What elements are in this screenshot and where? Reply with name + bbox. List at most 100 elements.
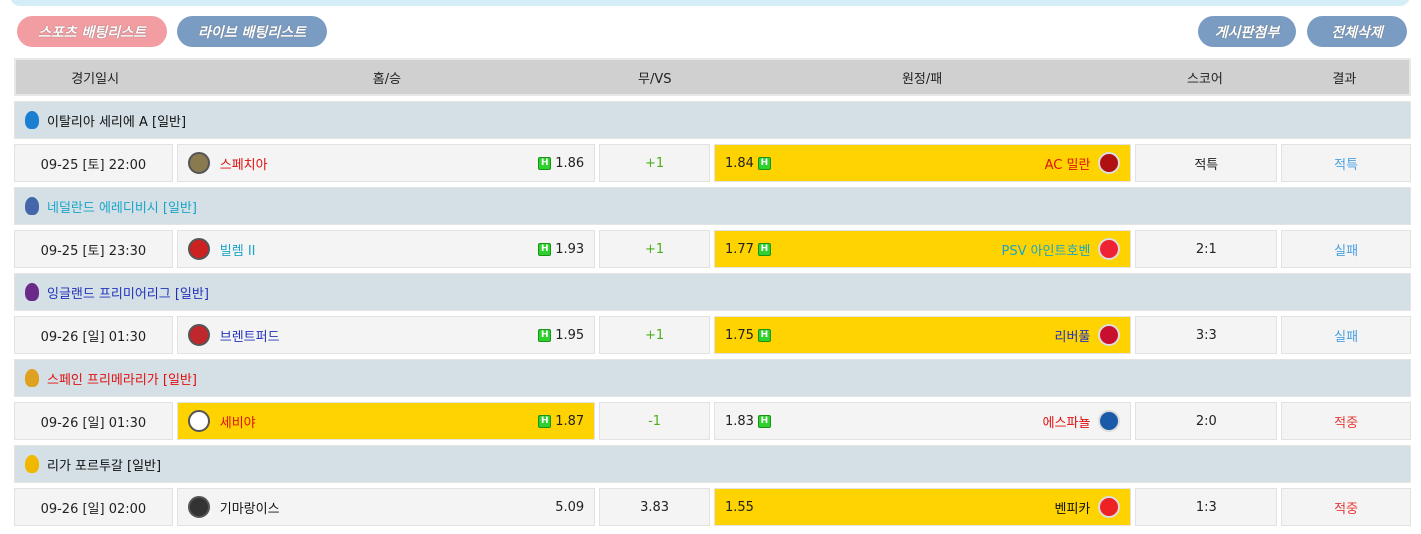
away-team-logo-icon xyxy=(1098,152,1121,174)
match-date: 09-26 [일] 02:00 xyxy=(14,488,173,526)
away-team-logo-icon xyxy=(1098,410,1121,432)
league-row: 리가 포르투갈 [일반] xyxy=(14,445,1411,483)
away-bet-cell[interactable]: 1.83 H 에스파뇰 xyxy=(714,402,1132,440)
home-team-name: 기마랑이스 xyxy=(219,501,280,517)
away-odds: 1.84 xyxy=(725,155,754,171)
home-team-logo-icon xyxy=(187,152,210,174)
draw-bet-cell[interactable]: +1 xyxy=(599,230,710,268)
away-bet-cell[interactable]: 1.55 벤피카 xyxy=(714,488,1132,526)
draw-value: 3.83 xyxy=(640,499,670,515)
match-row: 09-26 [일] 02:00 기마랑이스 5.09 3.83 1.55 벤피카… xyxy=(14,488,1411,526)
handicap-icon: H xyxy=(538,156,552,170)
home-team-logo-icon xyxy=(187,496,210,518)
home-bet-cell[interactable]: 빌렘 II H 1.93 xyxy=(176,230,596,268)
draw-bet-cell[interactable]: +1 xyxy=(599,316,710,354)
match-date: 09-25 [토] 22:00 xyxy=(14,144,173,182)
away-odds: 1.83 xyxy=(725,413,754,429)
away-team-logo-icon xyxy=(1098,238,1121,260)
league-logo-icon xyxy=(25,111,39,129)
header-away: 원정/패 xyxy=(901,71,943,87)
away-bet-cell[interactable]: 1.84 H AC 밀란 xyxy=(714,144,1132,182)
away-team-name: PSV 아인트호벤 xyxy=(1001,243,1091,259)
draw-bet-cell[interactable]: 3.83 xyxy=(599,488,710,526)
match-result: 실패 xyxy=(1281,230,1411,268)
match-result: 적특 xyxy=(1281,144,1411,182)
header-date: 경기일시 xyxy=(71,71,120,87)
match-result: 적중 xyxy=(1281,488,1411,526)
draw-bet-cell[interactable]: -1 xyxy=(599,402,710,440)
draw-value: +1 xyxy=(645,241,665,257)
table-header: 경기일시 홈/승 무/VS 원정/패 스코어 결과 xyxy=(14,58,1411,96)
handicap-icon: H xyxy=(538,328,552,342)
home-team-name: 빌렘 II xyxy=(219,243,256,259)
home-odds: 1.95 xyxy=(555,327,585,343)
home-odds: 1.86 xyxy=(555,155,585,171)
league-logo-icon xyxy=(25,369,39,387)
handicap-icon: H xyxy=(757,328,771,342)
draw-bet-cell[interactable]: +1 xyxy=(599,144,710,182)
home-odds: 1.87 xyxy=(555,413,585,429)
draw-value: +1 xyxy=(645,155,665,171)
home-bet-cell[interactable]: 스페치아 H 1.86 xyxy=(176,144,596,182)
home-team-name: 스페치아 xyxy=(219,157,268,173)
away-odds: 1.77 xyxy=(725,241,754,257)
sports-betting-list-button[interactable]: 스포츠 배팅리스트 xyxy=(17,16,167,47)
home-bet-cell[interactable]: 세비야 H 1.87 xyxy=(176,402,596,440)
home-odds: 5.09 xyxy=(555,499,585,515)
handicap-icon: H xyxy=(757,242,771,256)
away-bet-cell[interactable]: 1.75 H 리버풀 xyxy=(714,316,1132,354)
delete-all-button[interactable]: 전체삭제 xyxy=(1307,16,1407,47)
draw-value: -1 xyxy=(648,413,662,429)
draw-value: +1 xyxy=(645,327,665,343)
home-bet-cell[interactable]: 기마랑이스 5.09 xyxy=(176,488,596,526)
header-score: 스코어 xyxy=(1186,71,1223,87)
handicap-icon: H xyxy=(538,414,552,428)
header-draw: 무/VS xyxy=(638,71,672,87)
home-team-name: 세비야 xyxy=(219,415,256,431)
match-row: 09-26 [일] 01:30 세비야 H 1.87 -1 1.83 H 에스파뇰 … xyxy=(14,402,1411,440)
away-team-name: 리버풀 xyxy=(1054,329,1091,345)
home-team-logo-icon xyxy=(187,410,210,432)
handicap-icon: H xyxy=(757,156,771,170)
match-score: 1:3 xyxy=(1135,488,1278,526)
league-name: 잉글랜드 프리미어리그 [일반] xyxy=(47,286,209,302)
home-team-logo-icon xyxy=(187,324,210,346)
attach-board-button[interactable]: 게시판첨부 xyxy=(1198,16,1296,47)
league-logo-icon xyxy=(25,455,39,473)
home-team-name: 브렌트퍼드 xyxy=(219,329,280,345)
match-score: 적특 xyxy=(1135,144,1278,182)
match-score: 2:0 xyxy=(1135,402,1278,440)
league-row: 잉글랜드 프리미어리그 [일반] xyxy=(14,273,1411,311)
betting-table: 경기일시 홈/승 무/VS 원정/패 스코어 결과 이탈리아 세리에 A [일반… xyxy=(14,58,1411,531)
match-row: 09-26 [일] 01:30 브렌트퍼드 H 1.95 +1 1.75 H 리버풀… xyxy=(14,316,1411,354)
match-score: 3:3 xyxy=(1135,316,1278,354)
header-result: 결과 xyxy=(1332,71,1357,87)
match-date: 09-26 [일] 01:30 xyxy=(14,316,173,354)
league-name: 리가 포르투갈 [일반] xyxy=(47,458,162,474)
away-team-logo-icon xyxy=(1098,496,1121,518)
header-home: 홈/승 xyxy=(372,71,402,87)
handicap-icon: H xyxy=(538,242,552,256)
league-row: 네덜란드 에레디비시 [일반] xyxy=(14,187,1411,225)
match-row: 09-25 [토] 23:30 빌렘 II H 1.93 +1 1.77 H PSV… xyxy=(14,230,1411,268)
home-bet-cell[interactable]: 브렌트퍼드 H 1.95 xyxy=(176,316,596,354)
league-name: 이탈리아 세리에 A [일반] xyxy=(47,114,187,130)
away-odds: 1.55 xyxy=(725,499,754,515)
away-team-name: AC 밀란 xyxy=(1044,157,1091,173)
league-row: 이탈리아 세리에 A [일반] xyxy=(14,101,1411,139)
league-logo-icon xyxy=(25,283,39,301)
away-bet-cell[interactable]: 1.77 H PSV 아인트호벤 xyxy=(714,230,1132,268)
match-score: 2:1 xyxy=(1135,230,1278,268)
home-team-logo-icon xyxy=(187,238,210,260)
top-banner xyxy=(10,0,1410,6)
home-odds: 1.93 xyxy=(555,241,585,257)
league-name: 스페인 프리메라리가 [일반] xyxy=(47,372,197,388)
away-team-name: 에스파뇰 xyxy=(1042,415,1091,431)
away-team-name: 벤피카 xyxy=(1054,501,1091,517)
away-odds: 1.75 xyxy=(725,327,754,343)
match-row: 09-25 [토] 22:00 스페치아 H 1.86 +1 1.84 H AC 밀… xyxy=(14,144,1411,182)
match-result: 적중 xyxy=(1281,402,1411,440)
live-betting-list-button[interactable]: 라이브 배팅리스트 xyxy=(177,16,327,47)
match-date: 09-26 [일] 01:30 xyxy=(14,402,173,440)
league-row: 스페인 프리메라리가 [일반] xyxy=(14,359,1411,397)
